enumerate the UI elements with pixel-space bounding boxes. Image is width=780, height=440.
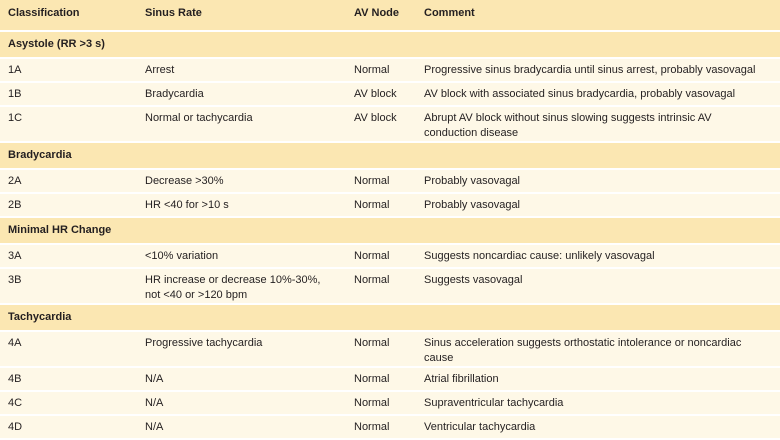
cell: N/A: [145, 367, 354, 392]
data-row: 4C N/A Normal Supraventricular tachycardia: [0, 391, 780, 416]
data-row: 2A Decrease >30% Normal Probably vasovagal: [0, 169, 780, 194]
cell: Normal: [354, 268, 424, 305]
cell: 1B: [0, 82, 145, 107]
section-title: Minimal HR Change: [0, 217, 780, 245]
cell: AV block: [354, 106, 424, 143]
data-row: 2B HR <40 for >10 s Normal Probably vasovag…: [0, 193, 780, 218]
cell: Normal: [354, 331, 424, 368]
header-row: Classification Sinus Rate AV Node Comment: [0, 0, 780, 32]
cell: Progressive tachycardia: [145, 331, 354, 368]
section-row: Minimal HR Change: [0, 217, 780, 245]
data-row: 1B Bradycardia AV block AV block with assoc…: [0, 82, 780, 107]
cell: Normal: [354, 193, 424, 218]
cell: 1C: [0, 106, 145, 143]
data-row: 1A Arrest Normal Progressive sinus bradycar…: [0, 58, 780, 83]
section-row: Bradycardia: [0, 142, 780, 170]
cell: Normal: [354, 58, 424, 83]
cell: N/A: [145, 391, 354, 416]
cell: HR <40 for >10 s: [145, 193, 354, 218]
cell: Normal: [354, 244, 424, 269]
cell: 2A: [0, 169, 145, 194]
data-row: 4D N/A Normal Ventricular tachycardia: [0, 415, 780, 440]
cell: Supraventricular tachycardia: [424, 391, 780, 416]
cell: 4B: [0, 367, 145, 392]
cell: Ventricular tachycardia: [424, 415, 780, 440]
cell: Suggests vasovagal: [424, 268, 780, 305]
section-title: Tachycardia: [0, 304, 780, 332]
cell: 4D: [0, 415, 145, 440]
column-header: Classification: [0, 0, 145, 32]
cell: 4A: [0, 331, 145, 368]
cell: Atrial fibrillation: [424, 367, 780, 392]
cell: N/A: [145, 415, 354, 440]
cell: Sinus acceleration suggests orthostatic …: [424, 331, 780, 368]
data-row: 1C Normal or tachycardia AV block Abrupt AV…: [0, 106, 780, 143]
cell: Bradycardia: [145, 82, 354, 107]
data-row: 4B N/A Normal Atrial fibrillation: [0, 367, 780, 392]
cell: Probably vasovagal: [424, 169, 780, 194]
cell: Decrease >30%: [145, 169, 354, 194]
section-row: Tachycardia: [0, 304, 780, 332]
cell: 3A: [0, 244, 145, 269]
cell: 3B: [0, 268, 145, 305]
column-header: Sinus Rate: [145, 0, 354, 32]
cell: Progressive sinus bradycardia until sinu…: [424, 58, 780, 83]
cell: 2B: [0, 193, 145, 218]
cell: Normal: [354, 367, 424, 392]
cell: HR increase or decrease 10%-30%, not <40…: [145, 268, 354, 305]
cell: <10% variation: [145, 244, 354, 269]
section-row: Asystole (RR >3 s): [0, 31, 780, 59]
cell: Arrest: [145, 58, 354, 83]
section-title: Bradycardia: [0, 142, 780, 170]
cell: 1A: [0, 58, 145, 83]
cell: AV block: [354, 82, 424, 107]
cell: Normal: [354, 391, 424, 416]
column-header: Comment: [424, 0, 780, 32]
cell: 4C: [0, 391, 145, 416]
data-row: 4A Progressive tachycardia Normal Sinus acc…: [0, 331, 780, 368]
cell: Normal or tachycardia: [145, 106, 354, 143]
cell: Normal: [354, 415, 424, 440]
table-body: Asystole (RR >3 s) 1A Arrest Normal Progress…: [0, 31, 780, 440]
cell: Normal: [354, 169, 424, 194]
data-row: 3B HR increase or decrease 10%-30%, not <…: [0, 268, 780, 305]
cell: Abrupt AV block without sinus slowing su…: [424, 106, 780, 143]
cell: Probably vasovagal: [424, 193, 780, 218]
section-title: Asystole (RR >3 s): [0, 31, 780, 59]
data-row: 3A <10% variation Normal Suggests noncardia…: [0, 244, 780, 269]
cell: AV block with associated sinus bradycard…: [424, 82, 780, 107]
column-header: AV Node: [354, 0, 424, 32]
cell: Suggests noncardiac cause: unlikely vaso…: [424, 244, 780, 269]
